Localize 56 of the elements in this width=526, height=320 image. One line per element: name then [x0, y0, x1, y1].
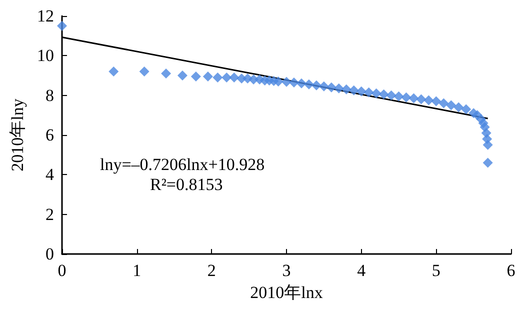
- point: [454, 102, 464, 112]
- point: [482, 158, 493, 168]
- point: [394, 91, 404, 102]
- point: [190, 71, 201, 82]
- point: [288, 77, 299, 88]
- point: [386, 90, 396, 100]
- y-tick-label: 8: [46, 86, 54, 105]
- point: [461, 104, 472, 114]
- x-tick-label: 1: [132, 261, 142, 280]
- y-tick-label: 10: [37, 46, 54, 66]
- annotation: lny=–0.7206lnx+10.928: [100, 155, 265, 175]
- y-tick-label: 2: [46, 204, 54, 224]
- x-tick-label: 3: [282, 261, 291, 280]
- y-tick-label: 6: [46, 126, 54, 144]
- point: [356, 86, 366, 96]
- x-axis-title: 2010年lnx: [250, 283, 324, 302]
- point: [273, 76, 284, 86]
- point: [482, 140, 493, 150]
- annotation: R²=0.8153: [150, 175, 223, 195]
- point: [378, 89, 389, 100]
- point: [212, 72, 223, 82]
- point: [401, 92, 412, 102]
- point: [57, 20, 67, 31]
- point: [161, 68, 172, 79]
- point: [304, 79, 314, 90]
- point: [282, 76, 292, 87]
- point: [424, 95, 434, 106]
- point: [431, 96, 442, 106]
- point: [348, 85, 359, 96]
- y-tick-label: 4: [46, 165, 54, 184]
- point: [318, 81, 329, 92]
- y-tick-label: 12: [37, 6, 54, 26]
- point: [446, 100, 456, 110]
- point: [334, 83, 344, 94]
- point: [341, 84, 352, 94]
- point: [311, 80, 322, 90]
- point: [108, 66, 119, 77]
- x-tick-label: 2: [207, 261, 216, 280]
- point: [408, 93, 419, 104]
- point: [364, 87, 374, 98]
- point: [438, 98, 449, 108]
- point: [202, 71, 213, 82]
- point: [296, 78, 306, 88]
- point: [416, 94, 426, 104]
- point: [139, 66, 150, 77]
- x-tick-label: 6: [506, 261, 516, 280]
- x-tick-label: 5: [432, 261, 440, 280]
- y-axis-title: 2010年lny: [8, 98, 27, 172]
- point: [229, 72, 240, 82]
- point: [371, 88, 382, 98]
- point: [222, 72, 232, 82]
- x-tick-label: 4: [357, 261, 366, 280]
- y-tick-label: 0: [46, 244, 54, 264]
- point: [326, 82, 336, 92]
- x-tick-label: 0: [58, 261, 66, 280]
- point: [177, 70, 188, 80]
